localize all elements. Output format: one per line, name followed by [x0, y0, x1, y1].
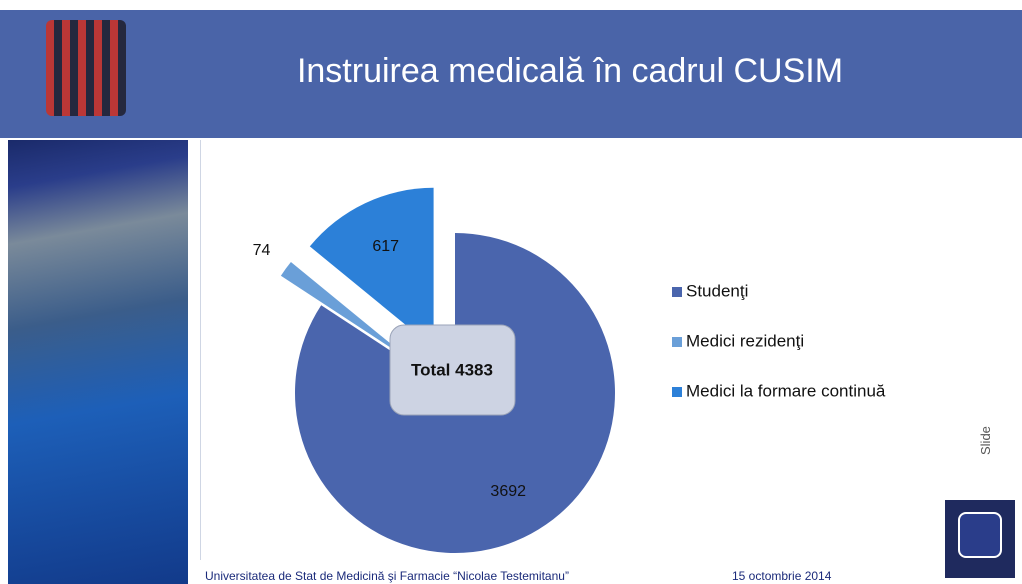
legend-label: Medici la formare continuă: [686, 381, 886, 400]
slide: Instruirea medicală în cadrul CUSIM Slid…: [0, 0, 1022, 584]
legend-swatch: [672, 387, 682, 397]
total-label: Total 4383: [411, 360, 493, 379]
legend-label: Studenţi: [686, 281, 748, 300]
value-label: 3692: [490, 483, 526, 500]
value-label: 617: [372, 238, 399, 255]
legend-label: Medici rezidenţi: [686, 331, 804, 350]
value-label: 74: [253, 242, 271, 259]
legend-swatch: [672, 337, 682, 347]
chart: 3692 Studenţi 74 Medici rezidenţi 617 Medici …: [0, 0, 1022, 584]
legend-swatch: [672, 287, 682, 297]
